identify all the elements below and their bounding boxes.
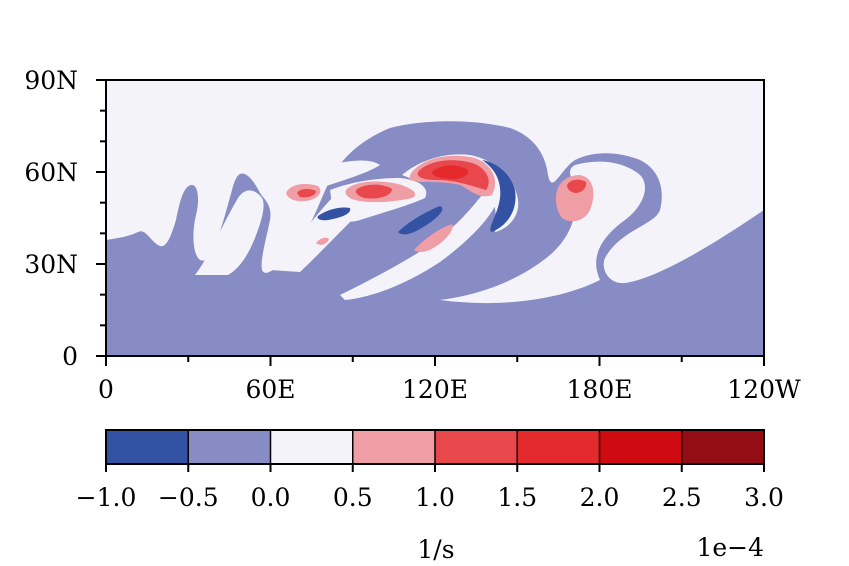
x-tick-label: 60E (245, 375, 295, 404)
colorbar-tick-label: −0.5 (158, 483, 219, 512)
colorbar-tick-label: 0.0 (251, 483, 291, 512)
x-axis: 0 60E 120E 180E 120W (98, 356, 801, 404)
contour-fill-pos-5 (414, 224, 453, 253)
y-tick-label: 90N (24, 66, 78, 95)
contour-fill-pos-4-core (567, 179, 587, 193)
contour-fill-trough-3 (340, 188, 499, 300)
contour-fill-trough-1 (195, 190, 264, 275)
contour-fill-neg-2 (398, 206, 443, 235)
x-tick-label: 180E (567, 375, 633, 404)
colorbar-segment (188, 430, 271, 464)
colorbar-tick-label: 1.5 (497, 483, 537, 512)
colorbar-tick-label: 0.5 (333, 483, 373, 512)
colorbar-segment (106, 430, 189, 464)
colorbar-segment (270, 430, 353, 464)
colorbar: −1.0 −0.5 0.0 0.5 1.0 1.5 2.0 2.5 3.0 (76, 429, 784, 512)
colorbar-tick-label: 3.0 (744, 483, 784, 512)
colorbar-segment (517, 430, 600, 464)
contour-fill-trough-4 (440, 161, 645, 304)
colorbar-segment (681, 430, 764, 464)
contour-fill-neg-3 (482, 160, 516, 232)
contour-fill-neg-1 (317, 207, 351, 221)
x-tick-label: 120W (727, 375, 801, 404)
colorbar-segment (435, 430, 518, 464)
colorbar-offset-text: 1e−4 (696, 533, 764, 562)
colorbar-segment (599, 430, 682, 464)
contour-plot (106, 80, 764, 356)
colorbar-tick-label: 2.0 (580, 483, 620, 512)
y-tick-label: 0 (62, 342, 78, 371)
y-tick-label: 30N (24, 250, 78, 279)
y-tick-label: 60N (24, 158, 78, 187)
colorbar-label: 1/s (417, 535, 454, 564)
x-tick-label: 120E (402, 375, 468, 404)
y-axis: 0 30N 60N 90N (24, 66, 106, 371)
contour-fill-pos-2-core (355, 184, 392, 199)
colorbar-tick-label: 2.5 (662, 483, 702, 512)
contour-fill-pos-3-inner (432, 165, 469, 180)
colorbar-tick-label: −1.0 (76, 483, 137, 512)
colorbar-tick-label: 1.0 (415, 483, 455, 512)
colorbar-segment (352, 430, 435, 464)
x-tick-label: 0 (98, 375, 114, 404)
contour-fill-pos-1-core (297, 188, 316, 198)
contour-fill-pos-6 (316, 237, 329, 245)
